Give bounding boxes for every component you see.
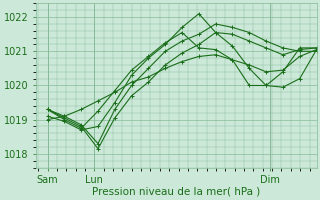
- X-axis label: Pression niveau de la mer( hPa ): Pression niveau de la mer( hPa ): [92, 187, 260, 197]
